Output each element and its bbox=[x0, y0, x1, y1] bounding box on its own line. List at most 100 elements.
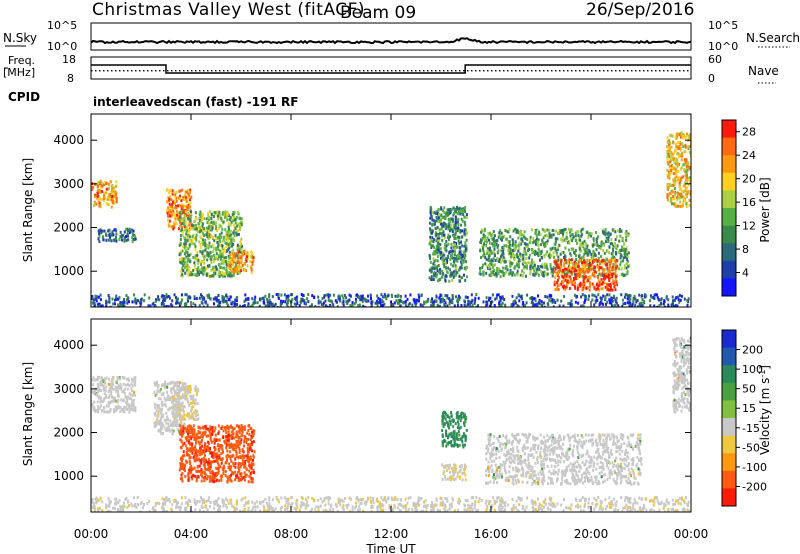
power-cell bbox=[293, 302, 296, 306]
power-cell bbox=[361, 295, 364, 299]
velocity-cell bbox=[117, 384, 120, 388]
power-cell bbox=[563, 273, 566, 277]
power-cell bbox=[466, 275, 468, 279]
velocity-cell bbox=[180, 419, 183, 423]
power-cell bbox=[621, 259, 624, 263]
power-cell bbox=[222, 272, 225, 276]
power-cell bbox=[198, 225, 201, 229]
velocity-cell bbox=[179, 413, 182, 417]
power-cell bbox=[632, 298, 635, 302]
power-cell bbox=[428, 268, 431, 272]
power-cell bbox=[431, 236, 434, 240]
power-cell bbox=[441, 238, 444, 242]
power-cell bbox=[456, 259, 459, 263]
power-cell bbox=[205, 217, 208, 221]
power-cell bbox=[222, 220, 225, 224]
power-cell bbox=[674, 298, 676, 302]
power-cell bbox=[546, 228, 549, 232]
power-cell bbox=[115, 196, 118, 200]
power-cell bbox=[671, 134, 674, 138]
power-cell bbox=[231, 244, 233, 248]
power-cell bbox=[623, 266, 626, 270]
power-cell bbox=[367, 294, 369, 298]
power-cell bbox=[489, 231, 492, 235]
power-cell bbox=[499, 298, 502, 302]
velocity-cell bbox=[133, 380, 136, 384]
velocity-cell bbox=[116, 400, 119, 404]
power-cell bbox=[523, 235, 526, 239]
velocity-cell bbox=[159, 411, 162, 415]
power-cell bbox=[392, 305, 395, 307]
power-cell bbox=[454, 221, 457, 225]
power-cell bbox=[494, 259, 497, 262]
power-cell bbox=[455, 210, 457, 214]
power-cell bbox=[682, 201, 684, 205]
power-cell bbox=[579, 270, 582, 274]
power-cell bbox=[482, 254, 485, 258]
power-cell bbox=[214, 234, 217, 238]
power-cell bbox=[567, 248, 570, 252]
power-cell bbox=[607, 276, 610, 280]
power-cell bbox=[430, 212, 433, 216]
velocity-cell bbox=[220, 461, 223, 465]
power-cell bbox=[573, 276, 576, 280]
power-cell bbox=[554, 288, 557, 291]
power-cell bbox=[199, 212, 202, 216]
power-cell bbox=[566, 285, 568, 289]
power-cell bbox=[161, 294, 164, 298]
power-cell bbox=[581, 288, 584, 292]
power-cell bbox=[543, 270, 546, 274]
power-cell bbox=[455, 266, 458, 270]
power-cell bbox=[102, 198, 105, 202]
power-cell bbox=[685, 170, 688, 174]
power-cell bbox=[325, 293, 328, 297]
velocity-cell bbox=[176, 428, 179, 431]
power-cell bbox=[580, 234, 583, 238]
power-cell bbox=[669, 167, 672, 171]
power-cell bbox=[167, 222, 170, 226]
power-cell bbox=[582, 264, 585, 268]
power-cell bbox=[184, 250, 187, 254]
power-cell bbox=[482, 233, 485, 237]
power-cell bbox=[107, 195, 109, 199]
power-cell bbox=[608, 264, 611, 267]
power-cell bbox=[97, 198, 100, 202]
power-cell bbox=[668, 172, 671, 175]
velocity-cell bbox=[194, 389, 197, 393]
power-cell bbox=[172, 191, 175, 195]
power-cell bbox=[679, 135, 682, 139]
velocity-cell bbox=[194, 387, 197, 391]
velocity-cell bbox=[215, 457, 218, 461]
power-cell bbox=[441, 216, 444, 219]
power-cell bbox=[564, 288, 567, 292]
velocity-cell bbox=[184, 393, 187, 397]
power-cell bbox=[399, 299, 402, 302]
power-cell bbox=[535, 230, 537, 234]
power-cell bbox=[228, 256, 231, 260]
power-cell bbox=[440, 220, 443, 224]
power-cell bbox=[361, 300, 364, 304]
velocity-cell bbox=[114, 409, 117, 413]
power-cell bbox=[231, 270, 234, 273]
power-cell bbox=[597, 279, 600, 283]
power-cell bbox=[357, 304, 360, 307]
power-cell bbox=[435, 234, 438, 238]
velocity-cell bbox=[178, 406, 181, 410]
power-cell bbox=[436, 269, 439, 273]
power-cell bbox=[471, 299, 474, 303]
power-cell bbox=[526, 243, 529, 247]
power-cell bbox=[463, 273, 465, 277]
power-cell bbox=[612, 259, 615, 262]
power-cell bbox=[593, 254, 595, 258]
velocity-cell bbox=[195, 454, 198, 458]
power-cell bbox=[185, 226, 188, 230]
power-cell bbox=[585, 231, 588, 235]
velocity-cell bbox=[176, 419, 179, 423]
power-cell bbox=[198, 272, 200, 276]
power-cell bbox=[101, 197, 103, 201]
power-cell bbox=[237, 264, 240, 267]
power-cell bbox=[609, 232, 612, 236]
velocity-cell bbox=[214, 426, 217, 430]
freq-tick-top: 18 bbox=[62, 53, 76, 66]
power-cell bbox=[626, 252, 629, 256]
